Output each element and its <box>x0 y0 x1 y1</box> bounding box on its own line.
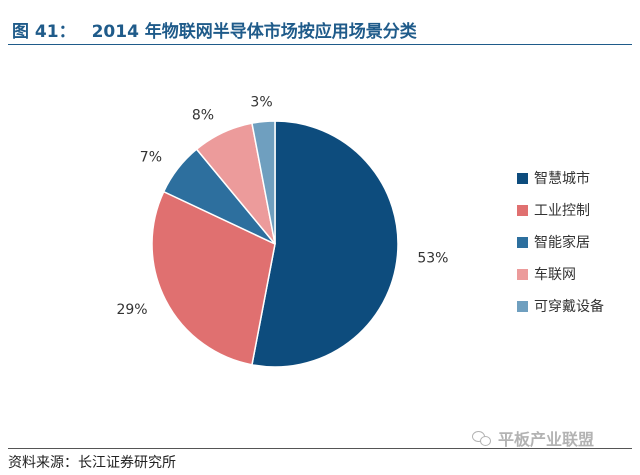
slice-labels: 53% 29% 7% 8% 3% <box>116 95 448 318</box>
legend-label-4: 车联网 <box>534 266 576 283</box>
pie-slices <box>151 120 399 368</box>
pie-slice-2 <box>151 190 276 366</box>
slice-label-4: 8% <box>192 108 214 124</box>
source-note: 资料来源：长江证券研究所 <box>8 455 176 471</box>
chart-title-bar: 图 41： 2014 年物联网半导体市场按应用场景分类 <box>8 14 632 45</box>
watermark-text: 平板产业联盟 <box>498 430 595 449</box>
slice-label-3: 7% <box>140 149 162 165</box>
pie-slice-1 <box>251 120 399 368</box>
chart-title: 2014 年物联网半导体市场按应用场景分类 <box>91 21 417 42</box>
slice-label-1: 53% <box>417 250 448 266</box>
legend-label-5: 可穿戴设备 <box>534 298 604 315</box>
legend-label-3: 智能家居 <box>534 234 590 251</box>
slice-label-5: 3% <box>250 95 272 111</box>
legend-label-2: 工业控制 <box>534 203 590 219</box>
legend-swatch-3 <box>517 237 528 248</box>
legend-swatch-1 <box>517 173 528 184</box>
legend-label-1: 智慧城市 <box>534 170 590 187</box>
watermark: 平板产业联盟 <box>472 426 594 450</box>
slice-label-2: 29% <box>116 302 147 318</box>
footer-divider <box>8 448 632 449</box>
wechat-icon <box>472 430 492 446</box>
pie-slice-5 <box>251 120 276 245</box>
legend-swatch-4 <box>517 269 528 280</box>
legend-swatch-2 <box>517 205 528 216</box>
legend-swatch-5 <box>517 301 528 312</box>
figure-label: 图 41： <box>12 21 76 42</box>
